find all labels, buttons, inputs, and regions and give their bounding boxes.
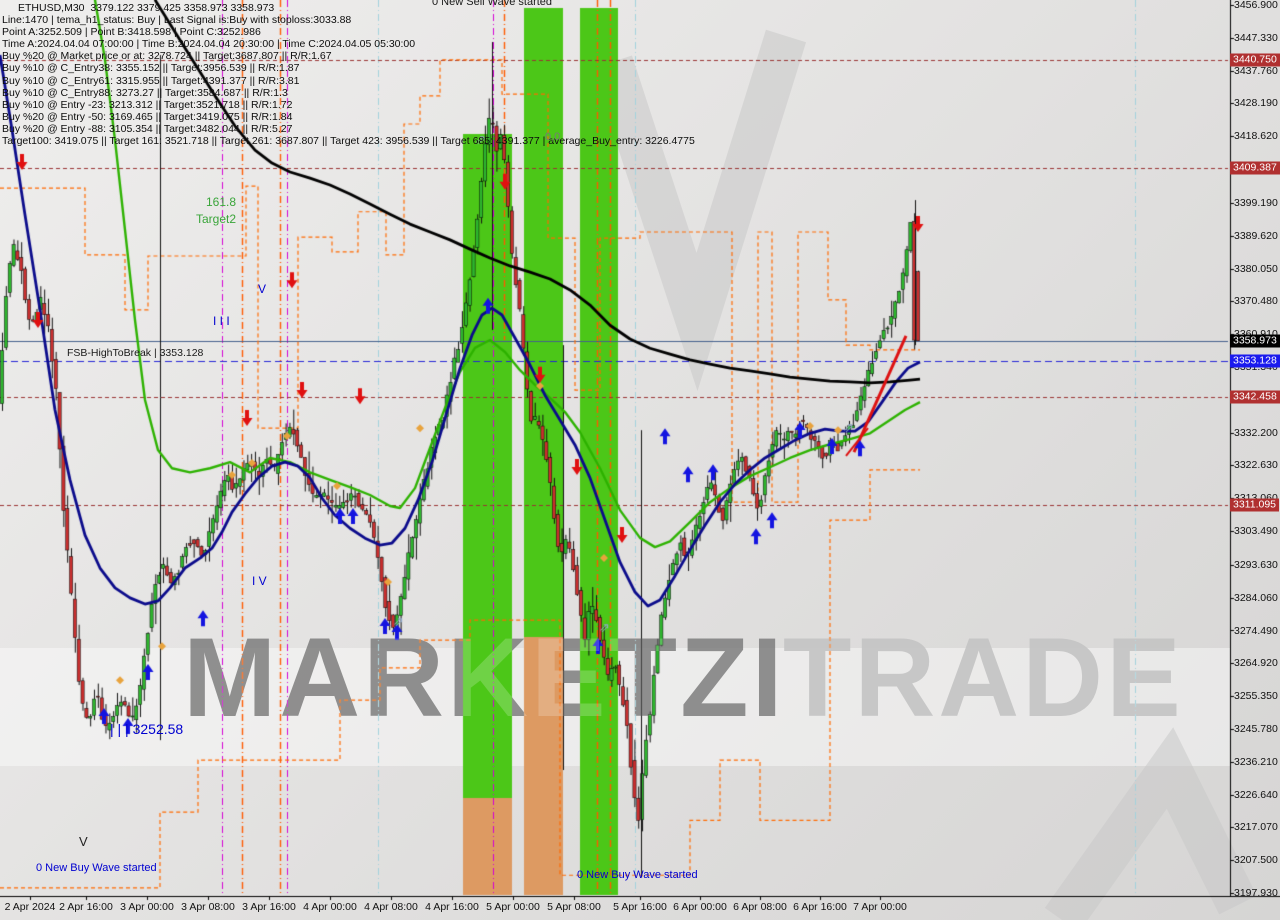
- x-axis-label: 5 Apr 00:00: [486, 901, 540, 913]
- x-axis-label: 2 Apr 16:00: [59, 901, 113, 913]
- x-axis-label: 4 Apr 08:00: [364, 901, 418, 913]
- x-axis-label: 6 Apr 08:00: [733, 901, 787, 913]
- x-axis-label: 5 Apr 08:00: [547, 901, 601, 913]
- x-axis-label: 4 Apr 16:00: [425, 901, 479, 913]
- x-axis-label: 7 Apr 00:00: [853, 901, 907, 913]
- x-axis-label: 3 Apr 00:00: [120, 901, 174, 913]
- x-axis-label: 3 Apr 08:00: [181, 901, 235, 913]
- x-axis-label: 5 Apr 16:00: [613, 901, 667, 913]
- x-axis-label: 6 Apr 00:00: [673, 901, 727, 913]
- x-axis-label: 3 Apr 16:00: [242, 901, 296, 913]
- x-axis-label: 4 Apr 00:00: [303, 901, 357, 913]
- x-axis-label: 2 Apr 2024: [4, 901, 56, 913]
- x-axis-label: 6 Apr 16:00: [793, 901, 847, 913]
